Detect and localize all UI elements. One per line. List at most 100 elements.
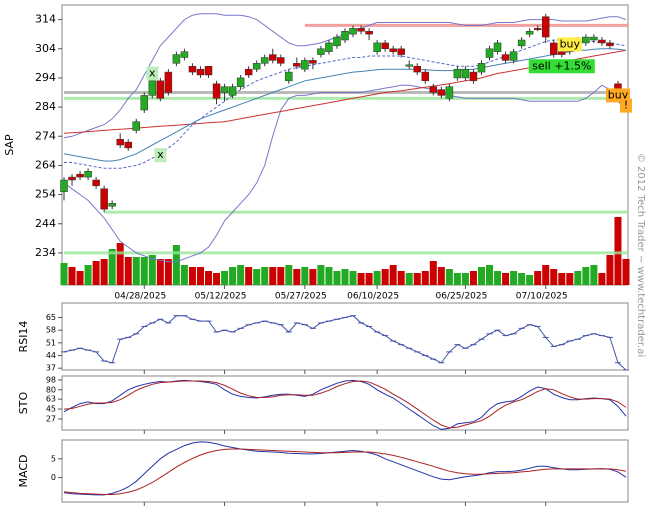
volume-bar: [550, 269, 558, 285]
volume-bar: [622, 259, 630, 285]
candle-body: [148, 80, 157, 96]
annotation-box: [154, 148, 167, 163]
annotation-label: x: [149, 67, 156, 80]
x-tick-label: 06/25/2025: [435, 292, 487, 302]
volume-bar: [148, 255, 156, 285]
candle-body: [541, 16, 550, 38]
candle-body: [317, 48, 325, 55]
volume-bar: [349, 271, 357, 285]
candle-body: [373, 42, 381, 52]
y-tick-label: 45: [46, 405, 56, 414]
volume-bar: [365, 273, 373, 285]
volume-bar: [453, 273, 461, 285]
candle-body: [285, 71, 293, 82]
volume-bar: [534, 271, 542, 285]
candle-body: [325, 42, 333, 52]
volume-bar: [421, 271, 429, 285]
volume-bar: [405, 273, 413, 285]
panel-frame: [61, 375, 629, 431]
volume-bar: [518, 273, 526, 285]
candle-body: [469, 71, 478, 82]
candle-body: [100, 188, 108, 210]
volume-bar: [213, 273, 221, 285]
volume-bar: [461, 273, 469, 285]
x-tick-label: 05/27/2025: [275, 292, 327, 302]
y-tick-label: 274: [35, 129, 56, 142]
volume-bar: [188, 267, 196, 285]
y-tick-label: 254: [35, 188, 56, 201]
candle-body: [293, 63, 301, 67]
candle-body: [421, 71, 430, 82]
candle-body: [461, 68, 470, 79]
indicator-line: [63, 379, 627, 430]
volume-bar: [229, 267, 237, 285]
volume-bar: [277, 267, 285, 285]
volume-bar: [333, 271, 341, 285]
annotation-box: [146, 66, 159, 81]
x-tick-label: 07/10/2025: [516, 292, 568, 302]
candle-body: [196, 68, 205, 76]
candle-body: [485, 48, 494, 58]
candle-body: [124, 141, 132, 149]
candle-body: [260, 57, 269, 64]
volume-bar: [566, 273, 574, 285]
indicator-line: [63, 315, 627, 371]
candle-body: [140, 95, 149, 111]
candle-body: [116, 138, 124, 146]
candle-body: [413, 66, 422, 73]
volume-bar: [140, 257, 148, 285]
volume-bar: [245, 267, 253, 285]
volume-bar: [598, 273, 606, 285]
candle-body: [606, 42, 614, 47]
overlay-line: [63, 84, 627, 263]
annotation-box: [528, 59, 595, 74]
candle-body: [244, 68, 253, 76]
volume-bar: [325, 267, 333, 285]
candle-body: [180, 51, 189, 58]
volume-bar: [221, 271, 229, 285]
candle-body: [453, 68, 462, 79]
volume-bar: [285, 265, 293, 285]
plot-frame: [61, 4, 629, 286]
volume-bar: [76, 271, 84, 285]
annotation-label: !: [624, 99, 628, 112]
candle-body: [212, 83, 221, 99]
volume-bar: [574, 271, 582, 285]
candle-body: [598, 39, 606, 44]
candle-body: [501, 54, 510, 61]
panel-label: MACD: [17, 455, 30, 488]
volume-bar: [68, 267, 76, 285]
candle-body: [445, 86, 454, 99]
candle-body: [76, 173, 84, 178]
volume-bar: [180, 265, 188, 285]
volume-bar: [261, 267, 269, 285]
candle-body: [477, 63, 486, 73]
y-tick-label: 234: [35, 246, 56, 259]
volume-bar: [477, 267, 485, 285]
volume-bar: [341, 269, 349, 285]
panel-frame: [61, 302, 629, 371]
y-tick-label: 51: [46, 338, 56, 347]
overlay-line: [63, 48, 627, 162]
volume-bar: [526, 275, 534, 285]
candle-body: [220, 86, 229, 93]
volume-bar: [558, 273, 566, 285]
volume-bar: [590, 265, 598, 285]
volume-bar: [196, 267, 204, 285]
x-tick-label: 06/10/2025: [347, 292, 399, 302]
volume-bar: [494, 271, 502, 285]
y-tick-label: 5: [51, 454, 56, 463]
volume-bar: [413, 273, 421, 285]
candle-body: [309, 60, 317, 64]
candle-body: [60, 179, 68, 192]
candle-body: [533, 28, 542, 31]
panel-label: RSI14: [17, 321, 30, 353]
candle-body: [132, 121, 141, 131]
candle-body: [525, 31, 534, 35]
volume-bar: [269, 267, 277, 285]
volume-bar: [582, 267, 590, 285]
volume-bar: [132, 257, 140, 285]
candle-body: [333, 36, 341, 47]
candle-body: [268, 54, 277, 61]
